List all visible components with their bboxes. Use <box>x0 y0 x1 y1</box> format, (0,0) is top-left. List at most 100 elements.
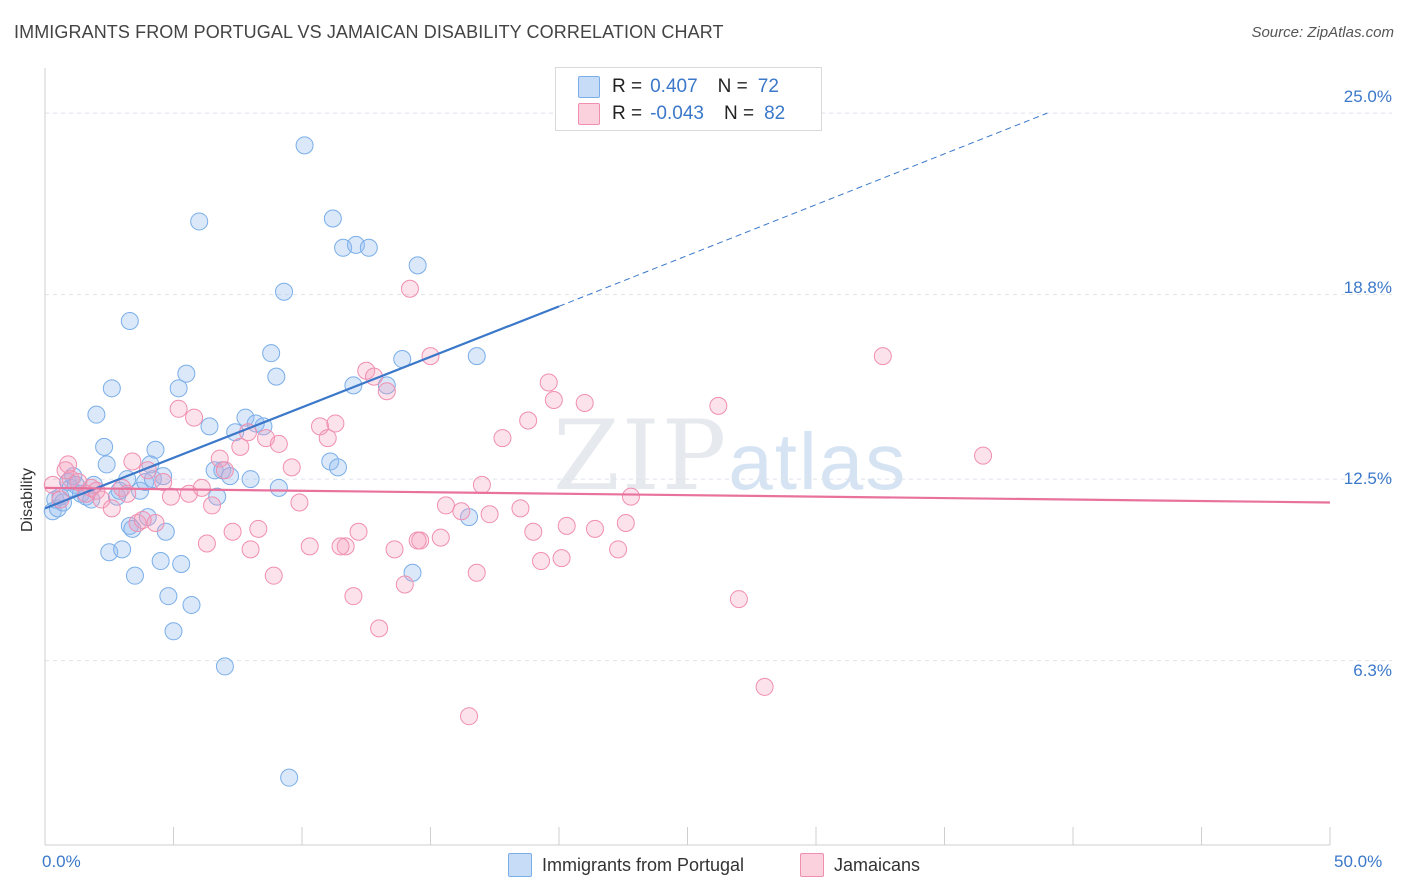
jamaican-point <box>408 531 427 550</box>
jamaicans-legend-swatch <box>800 853 824 877</box>
jamaican-point <box>215 461 234 480</box>
jamaican-point <box>318 429 337 448</box>
jamaican-point <box>709 396 728 415</box>
n-value: 82 <box>764 103 786 124</box>
jamaican-point <box>467 563 486 582</box>
jamaican-point <box>154 472 173 491</box>
portugal-point <box>467 347 486 366</box>
jamaican-point <box>460 707 479 726</box>
portugal-point <box>267 367 286 386</box>
portugal-point <box>151 552 170 571</box>
portugal-point <box>408 256 427 275</box>
jamaican-point <box>493 429 512 448</box>
portugal-point <box>164 622 183 641</box>
portugal-point <box>177 364 196 383</box>
portugal-point <box>154 467 173 486</box>
jamaican-point <box>585 519 604 538</box>
jamaican-point <box>400 279 419 298</box>
jamaican-point <box>344 587 363 606</box>
jamaican-point <box>146 513 165 532</box>
legend-label: Immigrants from Portugal <box>542 854 745 875</box>
y-tick-label: 6.3% <box>1353 661 1392 680</box>
jamaican-point <box>552 549 571 568</box>
portugal-point <box>125 566 144 585</box>
jamaican-point <box>616 513 635 532</box>
portugal-point <box>95 437 114 456</box>
r-value: -0.043 <box>650 103 704 124</box>
jamaican-point <box>231 437 250 456</box>
jamaican-point <box>161 487 180 506</box>
jamaican-point <box>128 513 147 532</box>
jamaican-point <box>223 522 242 541</box>
jamaican-point <box>336 537 355 556</box>
jamaican-point <box>123 452 142 471</box>
jamaican-point <box>197 534 216 553</box>
portugal-point <box>359 238 378 257</box>
jamaican-point <box>102 499 121 518</box>
jamaican-point <box>349 522 368 541</box>
jamaican-point <box>290 493 309 512</box>
legend-item-portugal[interactable]: Immigrants from Portugal <box>508 853 744 877</box>
portugal-point <box>269 478 288 497</box>
n-label: N = <box>723 103 755 124</box>
jamaican-point <box>377 382 396 401</box>
jamaican-point <box>395 575 414 594</box>
portugal-point <box>159 587 178 606</box>
jamaican-point <box>241 540 260 559</box>
portugal-point <box>262 344 281 363</box>
portugal-point <box>87 405 106 424</box>
jamaican-point <box>300 537 319 556</box>
portugal-point <box>295 136 314 155</box>
legend-item-jamaicans[interactable]: Jamaicans <box>800 853 920 877</box>
portugal-point <box>275 282 294 301</box>
y-axis-label: Disability <box>19 467 36 533</box>
jamaican-point <box>59 455 78 474</box>
jamaican-point <box>282 458 301 477</box>
portugal-point <box>221 467 240 486</box>
portugal-point <box>241 470 260 489</box>
portugal-point <box>172 554 191 573</box>
r-label: R = <box>612 103 643 124</box>
jamaican-point <box>524 522 543 541</box>
jamaican-point <box>169 399 188 418</box>
chart-title: IMMIGRANTS FROM PORTUGAL VS JAMAICAN DIS… <box>14 22 724 42</box>
x-tick-label: 50.0% <box>1334 852 1383 871</box>
jamaican-point <box>192 478 211 497</box>
portugal-point <box>200 417 219 436</box>
jamaican-point <box>370 619 389 638</box>
jamaican-point <box>974 446 993 465</box>
legend-label: Jamaicans <box>834 854 921 875</box>
portugal-point <box>190 212 209 231</box>
portugal-point <box>236 408 255 427</box>
portugal-legend-swatch <box>508 853 532 877</box>
portugal-point <box>182 595 201 614</box>
portugal-point <box>113 540 132 559</box>
jamaican-point <box>557 516 576 535</box>
jamaican-point <box>480 505 499 524</box>
jamaican-point <box>621 487 640 506</box>
jamaican-point <box>452 502 471 521</box>
portugal-point <box>97 455 116 474</box>
stats-row-jamaicans: R = -0.043 N = 82 <box>578 101 805 127</box>
jamaican-point <box>264 566 283 585</box>
stats-row-portugal: R = 0.407 N = 72 <box>578 74 799 100</box>
y-tick-label: 25.0% <box>1343 87 1392 106</box>
jamaican-point <box>532 552 551 571</box>
portugal-point <box>205 461 224 480</box>
jamaican-point <box>873 347 892 366</box>
jamaican-point <box>43 475 62 494</box>
jamaican-point <box>539 373 558 392</box>
portugal-trend-line <box>44 305 560 510</box>
jamaican-point <box>436 496 455 515</box>
jamaican-point <box>755 677 774 696</box>
jamaican-point <box>326 414 345 433</box>
x-tick-label: 0.0% <box>42 852 81 871</box>
jamaican-point <box>385 540 404 559</box>
jamaican-point <box>511 499 530 518</box>
jamaican-point <box>185 408 204 427</box>
portugal-point <box>120 311 139 330</box>
portugal-trend-extension <box>558 112 1048 307</box>
portugal-point <box>215 657 234 676</box>
jamaican-point <box>249 519 268 538</box>
